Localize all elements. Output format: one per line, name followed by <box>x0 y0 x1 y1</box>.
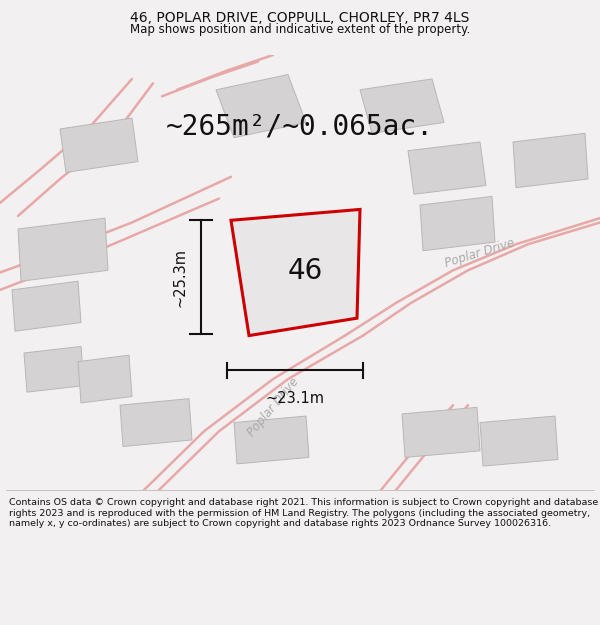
Polygon shape <box>60 118 138 172</box>
Text: ~23.1m: ~23.1m <box>265 391 325 406</box>
Polygon shape <box>234 416 309 464</box>
Polygon shape <box>120 399 192 446</box>
Polygon shape <box>78 355 132 403</box>
Text: Map shows position and indicative extent of the property.: Map shows position and indicative extent… <box>130 24 470 36</box>
Polygon shape <box>24 346 84 392</box>
Polygon shape <box>420 196 495 251</box>
Polygon shape <box>360 79 444 133</box>
Polygon shape <box>480 416 558 466</box>
Polygon shape <box>216 74 306 138</box>
Polygon shape <box>18 218 108 281</box>
Text: Contains OS data © Crown copyright and database right 2021. This information is : Contains OS data © Crown copyright and d… <box>9 498 598 528</box>
Text: ~25.3m: ~25.3m <box>173 248 188 307</box>
Text: Poplar Drive: Poplar Drive <box>443 236 517 270</box>
Polygon shape <box>402 408 480 458</box>
Polygon shape <box>12 281 81 331</box>
Polygon shape <box>513 133 588 188</box>
Polygon shape <box>231 209 360 336</box>
Text: 46: 46 <box>287 257 323 285</box>
Text: 46, POPLAR DRIVE, COPPULL, CHORLEY, PR7 4LS: 46, POPLAR DRIVE, COPPULL, CHORLEY, PR7 … <box>130 11 470 24</box>
Text: ~265m²/~0.065ac.: ~265m²/~0.065ac. <box>166 112 434 141</box>
Polygon shape <box>408 142 486 194</box>
Text: Poplar Drive: Poplar Drive <box>245 376 301 439</box>
